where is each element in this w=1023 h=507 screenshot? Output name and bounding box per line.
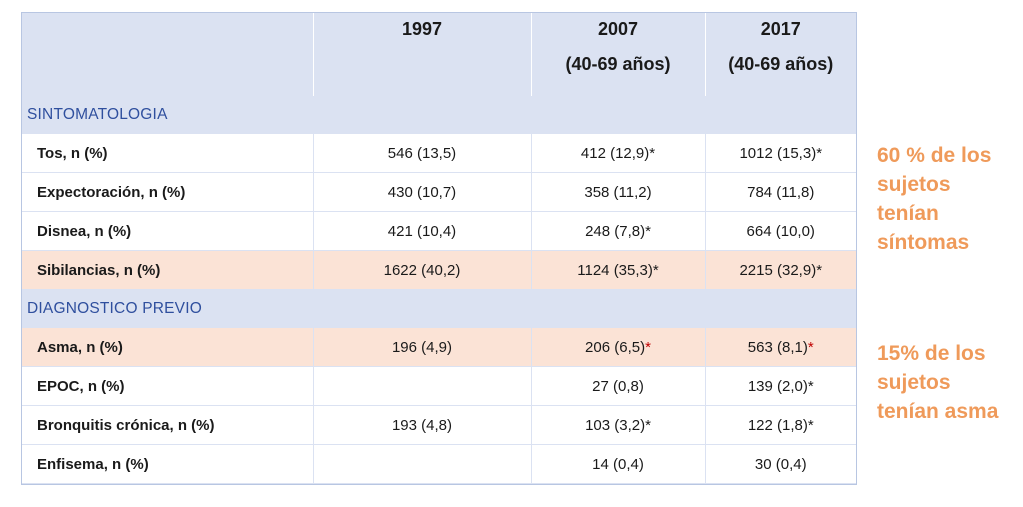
- age-range-label: (40-69 años): [728, 54, 834, 74]
- table-row: Expectoración, n (%) 430 (10,7) 358 (11,…: [22, 172, 856, 212]
- age-range-label: (40-69 años): [565, 54, 671, 74]
- row-label: Bronquitis crónica, n (%): [22, 405, 313, 445]
- annotation-line: 15% de los: [877, 342, 986, 365]
- table-row: Tos, n (%) 546 (13,5) 412 (12,9)* 1012 (…: [22, 134, 856, 173]
- cell-2017: 30 (0,4): [704, 444, 856, 484]
- symptoms-annotation: 60 % de los sujetos tenían síntomas: [877, 141, 1023, 257]
- cell-1997: [312, 366, 531, 406]
- cell-2007: 412 (12,9)*: [530, 134, 705, 173]
- cell-1997: 421 (10,4): [312, 211, 531, 251]
- year-label: 2017: [760, 19, 801, 39]
- year-label: 2007: [597, 19, 639, 39]
- cell-1997: 193 (4,8): [312, 405, 531, 445]
- section-title: DIAGNOSTICO PREVIO: [22, 289, 856, 328]
- section-title: SINTOMATOLOGIA: [22, 96, 856, 134]
- asthma-annotation: 15% de los sujetos tenían asma: [877, 339, 1023, 426]
- section-header-symptoms: SINTOMATOLOGIA: [22, 96, 856, 134]
- table-row: EPOC, n (%) 27 (0,8) 139 (2,0)*: [22, 366, 856, 406]
- cell-2017: 664 (10,0): [704, 211, 856, 251]
- cell-2007: 103 (3,2)*: [530, 405, 705, 445]
- annotation-line: 60 % de los: [877, 144, 992, 167]
- cell-2007: 206 (6,5)*: [530, 328, 705, 367]
- annotation-line: síntomas: [877, 231, 970, 254]
- table-row: Disnea, n (%) 421 (10,4) 248 (7,8)* 664 …: [22, 211, 856, 251]
- row-label: Enfisema, n (%): [22, 444, 313, 484]
- header-empty-cell: [22, 13, 313, 96]
- cell-2007: 1124 (35,3)*: [530, 250, 705, 290]
- cell-1997: [312, 444, 531, 484]
- row-label: Expectoración, n (%): [22, 172, 313, 212]
- cell-2017: 784 (11,8): [704, 172, 856, 212]
- row-label: Asma, n (%): [22, 328, 313, 367]
- cell-2007: 248 (7,8)*: [530, 211, 705, 251]
- significance-star: *: [807, 338, 814, 356]
- section-header-diagnosis: DIAGNOSTICO PREVIO: [22, 289, 856, 328]
- annotation-line: sujetos: [877, 371, 951, 394]
- cell-value: 206 (6,5): [585, 338, 646, 356]
- table-row: Enfisema, n (%) 14 (0,4) 30 (0,4): [22, 444, 856, 484]
- header-2007: 2007 (40-69 años): [530, 13, 705, 96]
- table-row-highlighted: Asma, n (%) 196 (4,9) 206 (6,5)* 563 (8,…: [22, 328, 856, 367]
- row-label: Sibilancias, n (%): [22, 250, 313, 290]
- header-1997: 1997: [312, 13, 531, 96]
- annotation-line: tenían: [877, 202, 939, 225]
- cell-2017: 1012 (15,3)*: [704, 134, 856, 173]
- cell-2007: 27 (0,8): [530, 366, 705, 406]
- cell-2017: 122 (1,8)*: [704, 405, 856, 445]
- cell-2017: 563 (8,1)*: [704, 328, 856, 367]
- table-row: Bronquitis crónica, n (%) 193 (4,8) 103 …: [22, 405, 856, 445]
- cell-1997: 430 (10,7): [312, 172, 531, 212]
- prevalence-table: 1997 2007 (40-69 años) 2017 (40-69 años)…: [21, 12, 857, 485]
- table-row-highlighted: Sibilancias, n (%) 1622 (40,2) 1124 (35,…: [22, 250, 856, 290]
- cell-2007: 358 (11,2): [530, 172, 705, 212]
- annotation-line: tenían asma: [877, 400, 999, 423]
- cell-1997: 196 (4,9): [312, 328, 531, 367]
- cell-1997: 1622 (40,2): [312, 250, 531, 290]
- header-row: 1997 2007 (40-69 años) 2017 (40-69 años): [22, 13, 856, 96]
- cell-2017: 139 (2,0)*: [704, 366, 856, 406]
- cell-1997: 546 (13,5): [312, 134, 531, 173]
- cell-2007: 14 (0,4): [530, 444, 705, 484]
- row-label: Tos, n (%): [22, 134, 313, 173]
- row-label: Disnea, n (%): [22, 211, 313, 251]
- year-label: 1997: [401, 19, 443, 39]
- cell-value: 563 (8,1): [747, 338, 808, 356]
- row-label: EPOC, n (%): [22, 366, 313, 406]
- annotation-line: sujetos: [877, 173, 951, 196]
- significance-star: *: [645, 338, 651, 356]
- header-2017: 2017 (40-69 años): [704, 13, 856, 96]
- cell-2017: 2215 (32,9)*: [704, 250, 856, 290]
